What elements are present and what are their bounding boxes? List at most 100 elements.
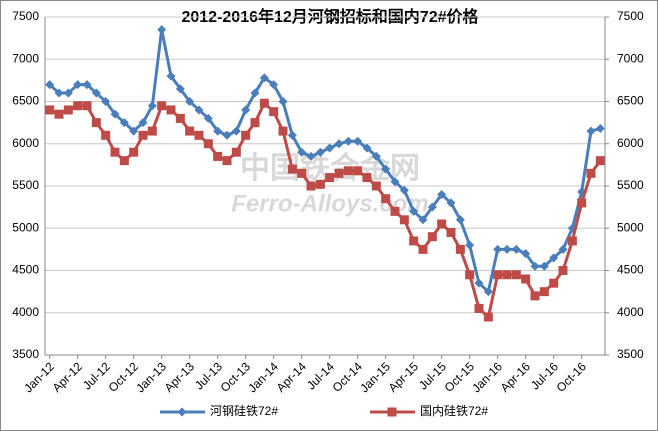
data-point — [586, 126, 596, 136]
y-tick-label: 4000 — [12, 305, 39, 319]
data-point — [63, 88, 73, 98]
data-point — [147, 126, 157, 136]
data-point — [418, 215, 428, 225]
data-point — [175, 113, 185, 123]
data-point — [511, 270, 521, 280]
data-point — [399, 215, 409, 225]
data-point — [446, 198, 456, 208]
data-point — [465, 270, 475, 280]
data-point — [269, 107, 279, 117]
data-point — [82, 80, 92, 90]
data-point — [567, 236, 577, 246]
data-point — [315, 147, 325, 157]
data-point — [287, 130, 297, 140]
data-point — [250, 88, 260, 98]
data-point — [138, 118, 148, 128]
data-point — [231, 126, 241, 136]
data-point — [147, 101, 157, 111]
data-point — [362, 143, 372, 153]
data-point — [129, 126, 139, 136]
data-point — [185, 97, 195, 106]
y2-tick-label: 4000 — [617, 305, 644, 319]
data-point — [306, 151, 316, 161]
data-point — [241, 105, 251, 115]
data-point — [521, 274, 531, 284]
data-point — [45, 105, 55, 115]
data-point — [437, 189, 447, 199]
y-tick-label: 4500 — [12, 263, 39, 277]
data-point — [259, 98, 269, 108]
data-point — [203, 139, 213, 149]
legend-label: 国内硅铁72# — [420, 404, 488, 418]
y2-tick-label: 4500 — [617, 263, 644, 277]
data-point — [177, 407, 187, 417]
data-point — [166, 71, 176, 81]
legend-label: 河钢硅铁72# — [210, 404, 278, 418]
data-point — [455, 215, 465, 225]
data-point — [409, 206, 419, 216]
data-point — [502, 244, 512, 254]
data-point — [418, 244, 428, 254]
data-point — [446, 227, 456, 237]
data-point — [465, 240, 475, 250]
y2-tick-label: 5500 — [617, 178, 644, 192]
data-point — [371, 151, 381, 161]
data-point — [222, 156, 232, 166]
data-point — [185, 126, 195, 136]
y2-tick-label: 7000 — [617, 51, 644, 65]
data-point — [194, 105, 204, 115]
data-point — [399, 185, 409, 195]
data-point — [91, 88, 101, 98]
data-point — [539, 287, 549, 297]
data-point — [586, 168, 596, 178]
y-tick-label: 7000 — [12, 51, 39, 65]
data-point — [390, 177, 400, 187]
data-point — [157, 101, 167, 111]
data-point — [287, 164, 297, 174]
data-point — [390, 206, 400, 216]
data-point — [54, 109, 64, 119]
data-point — [119, 156, 129, 166]
data-point — [558, 244, 568, 254]
data-point — [437, 219, 447, 229]
data-point — [381, 194, 391, 204]
data-point — [381, 164, 391, 174]
data-point — [101, 97, 111, 106]
data-point — [387, 407, 397, 417]
data-point — [409, 236, 419, 246]
data-point — [91, 118, 101, 128]
y2-tick-label: 6000 — [617, 136, 644, 150]
data-point — [315, 179, 325, 189]
data-point — [203, 113, 213, 123]
data-point — [250, 118, 260, 128]
data-point — [73, 80, 83, 90]
data-point — [539, 261, 549, 271]
data-point — [595, 124, 605, 134]
y-tick-label: 5500 — [12, 178, 39, 192]
data-point — [521, 249, 531, 259]
data-point — [334, 139, 344, 149]
data-point — [231, 147, 241, 157]
data-point — [157, 25, 167, 35]
y-tick-label: 7500 — [12, 9, 39, 23]
data-point — [194, 130, 204, 140]
data-point — [175, 84, 185, 94]
data-point — [45, 80, 55, 90]
data-point — [73, 101, 83, 111]
y-tick-label: 6000 — [12, 136, 39, 150]
data-point — [325, 173, 335, 183]
y2-tick-label: 3500 — [617, 347, 644, 361]
data-point — [110, 109, 120, 119]
data-point — [455, 244, 465, 254]
y2-tick-label: 6500 — [617, 94, 644, 108]
data-point — [278, 97, 288, 106]
y-tick-label: 3500 — [12, 347, 39, 361]
data-point — [577, 198, 587, 208]
data-point — [511, 244, 521, 254]
data-point — [119, 118, 129, 128]
y2-tick-label: 5000 — [617, 220, 644, 234]
data-point — [427, 232, 437, 242]
data-point — [138, 130, 148, 140]
data-point — [82, 101, 92, 111]
